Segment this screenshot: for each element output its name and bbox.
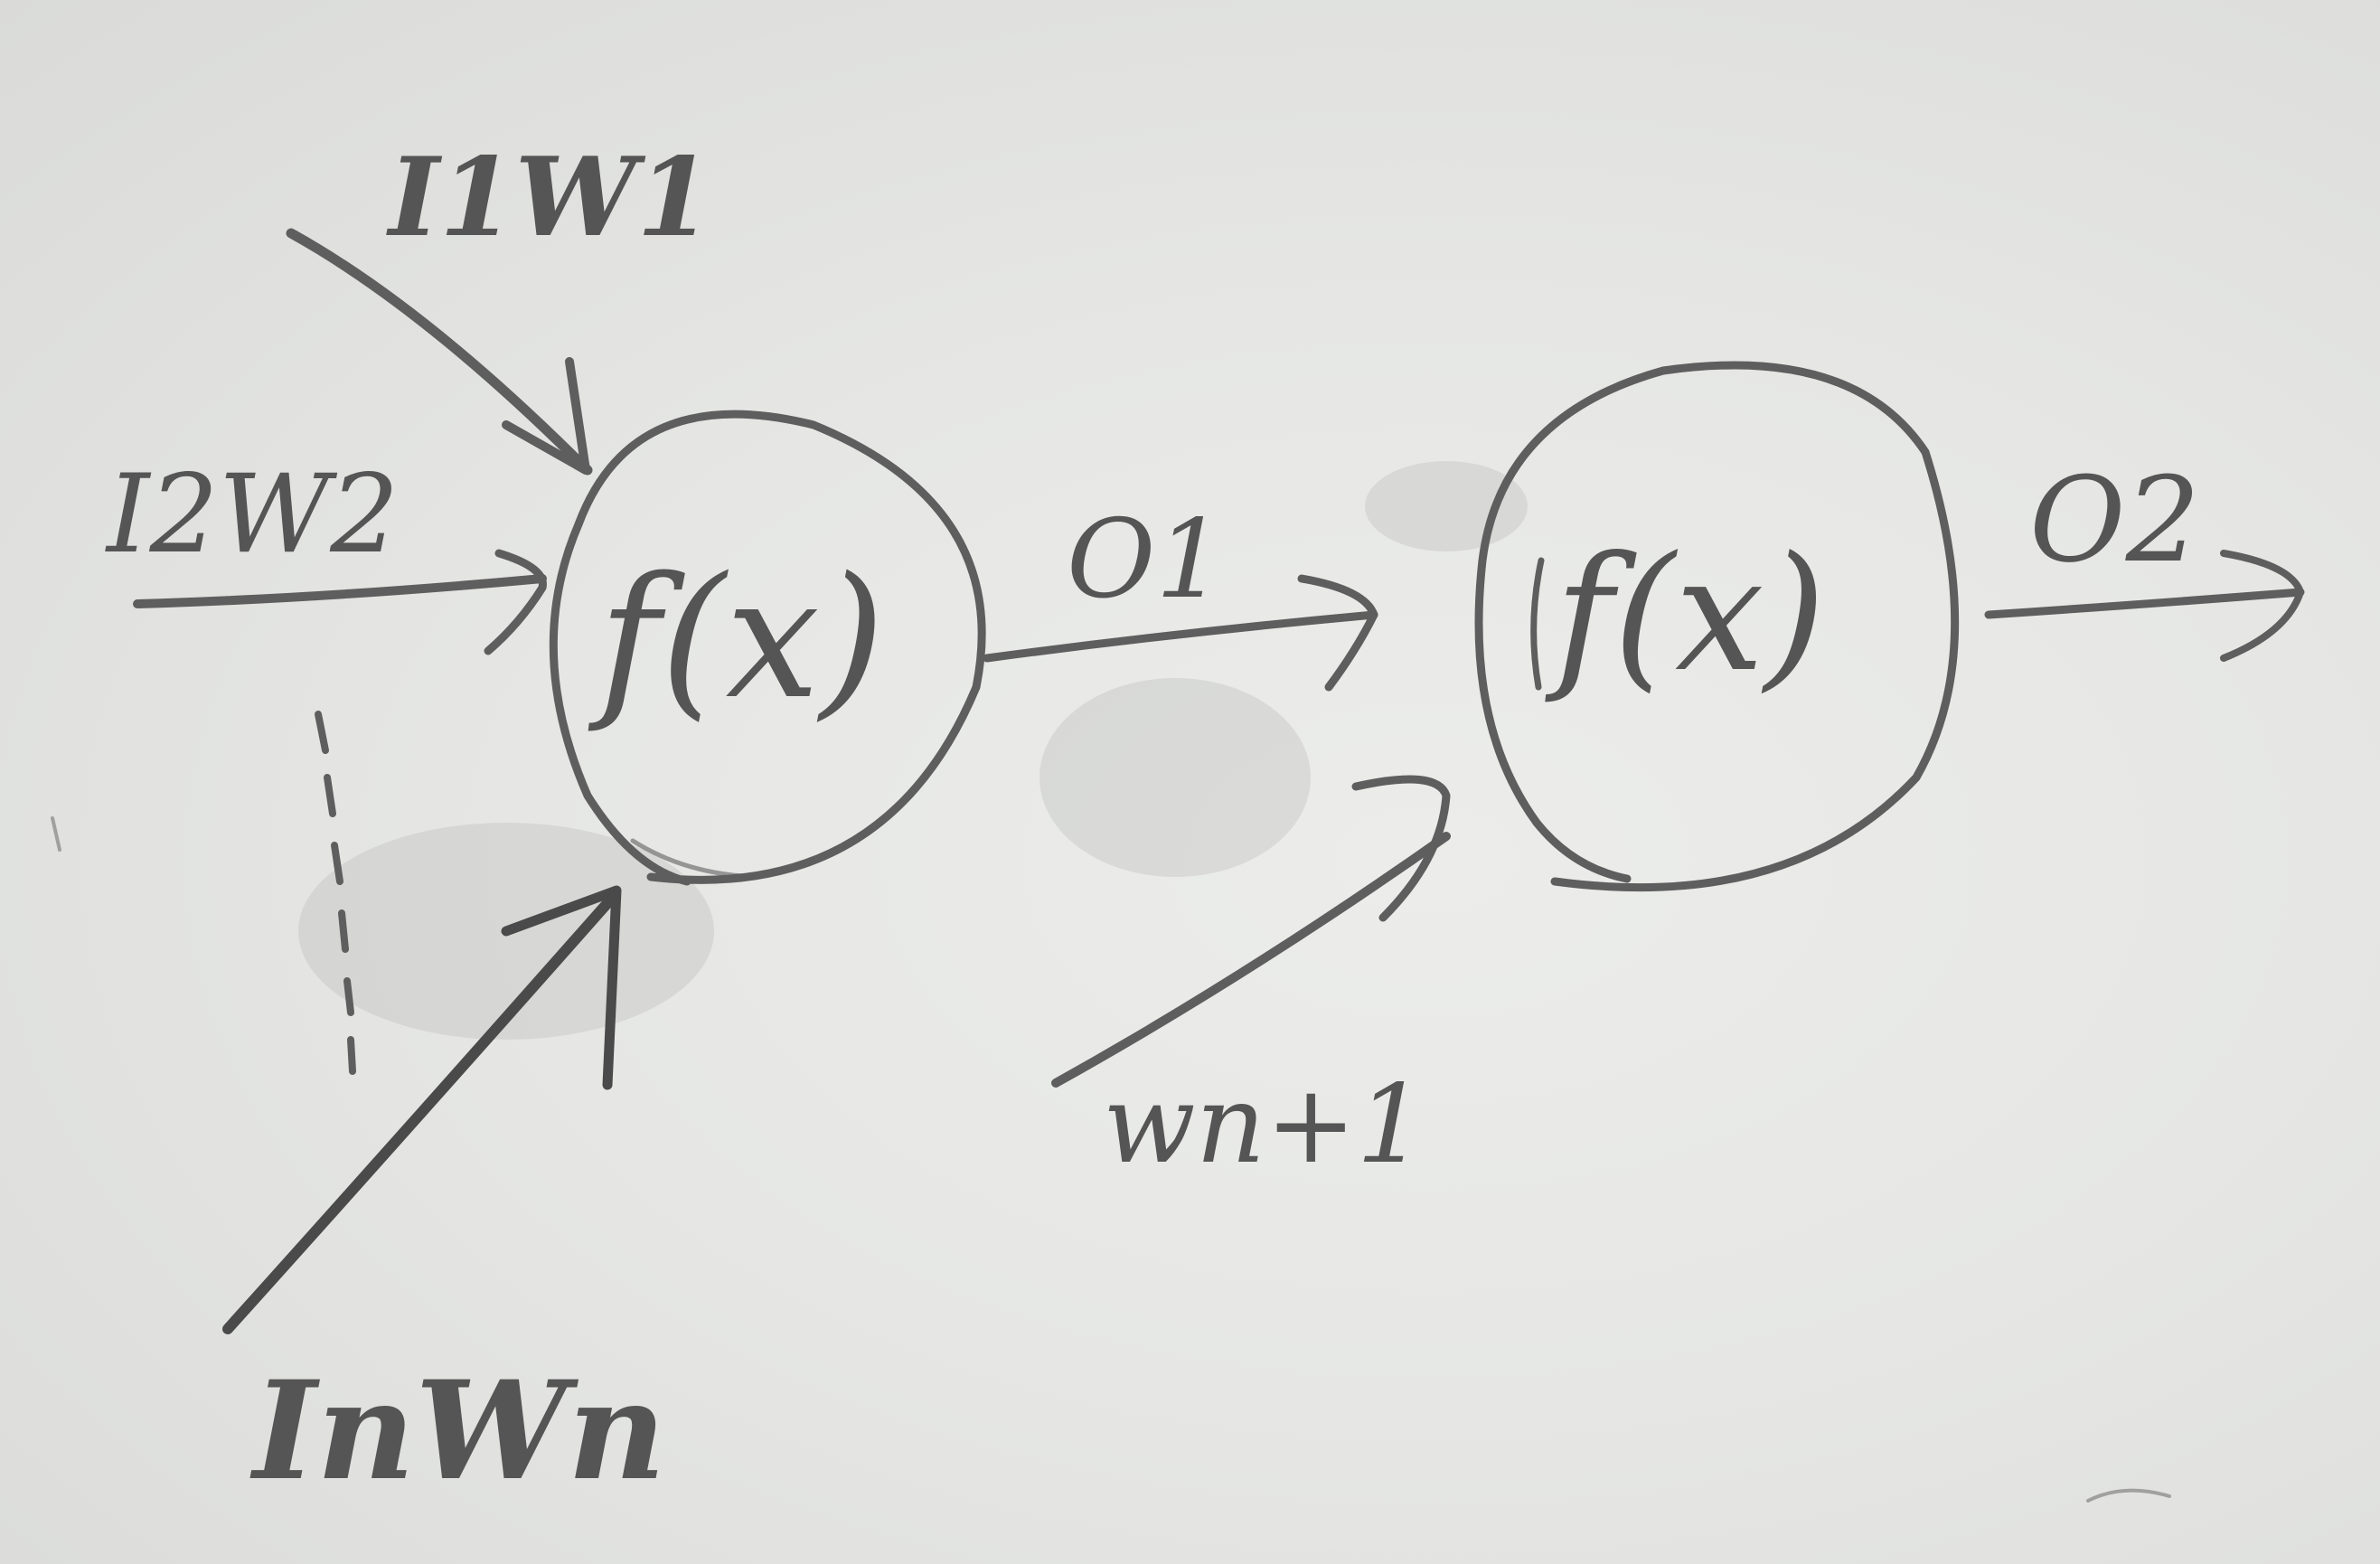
stray-mark: [51, 816, 61, 852]
input-n-label: InWn: [249, 1352, 666, 1511]
input-arrow-1: [286, 228, 593, 476]
stray-mark: [2086, 1488, 2171, 1503]
output-o2-label: O2: [2029, 451, 2200, 589]
neuron-1: f(x): [549, 410, 986, 886]
output-arrow: O2: [1984, 451, 2305, 662]
ellipsis-dashes: [315, 711, 356, 1075]
neuron-2-label: f(x): [1545, 523, 1826, 707]
edge-o1: O1: [983, 497, 1378, 692]
eraser-smudge: [1039, 678, 1311, 877]
bias-weight-label: wn+1: [1103, 1062, 1425, 1188]
input-1-label: I1W1: [386, 134, 712, 261]
neuron-1-label: f(x): [588, 541, 885, 736]
input-arrow-n: [222, 885, 622, 1334]
neuron-2: f(x): [1474, 361, 1960, 892]
edge-o1-label: O1: [1067, 497, 1225, 623]
eraser-smudge: [1365, 461, 1528, 551]
bias-arrow: wn+1: [1051, 775, 1451, 1188]
input-2-label: I2W2: [105, 452, 399, 578]
input-arrow-2: [133, 549, 547, 655]
